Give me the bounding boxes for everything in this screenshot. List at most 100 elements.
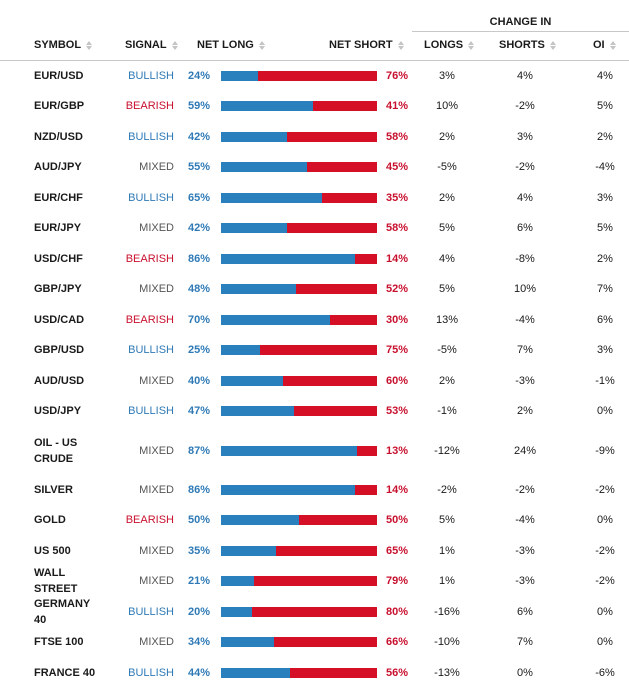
sentiment-bar — [221, 101, 377, 111]
table-row[interactable]: AUD/USD MIXED 40% 60% 2% -3% -1% — [0, 366, 629, 396]
oi-column-header[interactable]: OI — [593, 35, 616, 55]
longs-change: 13% — [435, 314, 459, 326]
oi-change: -4% — [595, 161, 615, 173]
net-long-percent: 34% — [187, 636, 210, 648]
symbol-link[interactable]: OIL - US CRUDE — [34, 437, 78, 465]
shorts-change: -3% — [515, 575, 535, 587]
net-long-bar-fill — [221, 315, 330, 325]
symbol-link[interactable]: GOLD — [34, 514, 66, 526]
longs-column-header[interactable]: LONGS — [424, 35, 475, 55]
net-short-column-header[interactable]: NET SHORT — [329, 35, 404, 55]
table-row[interactable]: GERMANY 40 BULLISH 20% 80% -16% 6% 0% — [0, 597, 629, 627]
shorts-column-header[interactable]: SHORTS — [499, 35, 556, 55]
table-row[interactable]: OIL - US CRUDE MIXED 87% 13% -12% 24% -9% — [0, 427, 629, 475]
symbol-link[interactable]: USD/JPY — [34, 405, 82, 417]
symbol-column-header[interactable]: SYMBOL — [34, 35, 93, 55]
net-long-bar-fill — [221, 284, 296, 294]
sort-icon[interactable] — [468, 40, 475, 50]
sentiment-bar — [221, 284, 377, 294]
table-row[interactable]: GBP/USD BULLISH 25% 75% -5% 7% 3% — [0, 335, 629, 365]
longs-change: 2% — [439, 131, 455, 143]
symbol-link[interactable]: FRANCE 40 — [34, 667, 96, 679]
table-row[interactable]: FTSE 100 MIXED 34% 66% -10% 7% 0% — [0, 627, 629, 657]
net-long-bar-fill — [221, 576, 254, 586]
symbol-link[interactable]: GBP/USD — [34, 344, 85, 356]
shorts-change: -4% — [515, 314, 535, 326]
table-row[interactable]: US 500 MIXED 35% 65% 1% -3% -2% — [0, 536, 629, 566]
table-row[interactable]: EUR/JPY MIXED 42% 58% 5% 6% 5% — [0, 213, 629, 243]
net-short-percent: 58% — [386, 222, 409, 234]
net-long-percent: 25% — [187, 344, 210, 356]
longs-change: 2% — [439, 375, 455, 387]
symbol-link[interactable]: EUR/GBP — [34, 100, 85, 112]
signal-value: BEARISH — [125, 253, 174, 265]
symbol-link[interactable]: GBP/JPY — [34, 283, 82, 295]
longs-change: 1% — [439, 575, 455, 587]
net-long-bar-fill — [221, 376, 283, 386]
shorts-change: 7% — [517, 636, 533, 648]
symbol-link[interactable]: EUR/CHF — [34, 192, 83, 204]
sort-icon[interactable] — [258, 40, 265, 50]
net-long-bar-fill — [221, 637, 274, 647]
symbol-link[interactable]: USD/CHF — [34, 253, 83, 265]
shorts-change: 10% — [513, 283, 537, 295]
symbol-link[interactable]: EUR/USD — [34, 70, 84, 82]
symbol-link[interactable]: FTSE 100 — [34, 636, 84, 648]
symbol-link[interactable]: EUR/JPY — [34, 222, 82, 234]
table-row[interactable]: GOLD BEARISH 50% 50% 5% -4% 0% — [0, 505, 629, 535]
signal-value: BULLISH — [128, 70, 174, 82]
table-row[interactable]: USD/JPY BULLISH 47% 53% -1% 2% 0% — [0, 396, 629, 426]
table-row[interactable]: AUD/JPY MIXED 55% 45% -5% -2% -4% — [0, 152, 629, 182]
symbol-link[interactable]: AUD/JPY — [34, 161, 82, 173]
table-row[interactable]: NZD/USD BULLISH 42% 58% 2% 3% 2% — [0, 122, 629, 152]
net-long-bar-fill — [221, 607, 252, 617]
table-row[interactable]: SILVER MIXED 86% 14% -2% -2% -2% — [0, 475, 629, 505]
sentiment-bar — [221, 406, 377, 416]
sort-icon[interactable] — [86, 40, 93, 50]
symbol-link[interactable]: NZD/USD — [34, 131, 83, 143]
shorts-change: 3% — [517, 131, 533, 143]
symbol-link[interactable]: USD/CAD — [34, 314, 85, 326]
net-short-percent: 14% — [386, 253, 409, 265]
table-row[interactable]: GBP/JPY MIXED 48% 52% 5% 10% 7% — [0, 274, 629, 304]
sort-icon[interactable] — [609, 40, 616, 50]
table-row[interactable]: USD/CHF BEARISH 86% 14% 4% -8% 2% — [0, 244, 629, 274]
net-short-percent: 35% — [386, 192, 409, 204]
table-row[interactable]: EUR/USD BULLISH 24% 76% 3% 4% 4% — [0, 61, 629, 91]
net-short-percent: 66% — [386, 636, 409, 648]
table-row[interactable]: FRANCE 40 BULLISH 44% 56% -13% 0% -6% — [0, 658, 629, 688]
signal-value: BULLISH — [128, 344, 174, 356]
net-short-percent: 41% — [386, 100, 409, 112]
symbol-link[interactable]: WALL STREET — [34, 567, 78, 595]
oi-change: -2% — [595, 575, 615, 587]
symbol-link[interactable]: US 500 — [34, 545, 71, 557]
net-long-bar-fill — [221, 485, 355, 495]
signal-column-header[interactable]: SIGNAL — [125, 35, 178, 55]
shorts-change: 7% — [517, 344, 533, 356]
longs-change: -16% — [434, 606, 460, 618]
table-row[interactable]: EUR/GBP BEARISH 59% 41% 10% -2% 5% — [0, 91, 629, 121]
oi-change: 7% — [597, 283, 613, 295]
symbol-link[interactable]: GERMANY 40 — [34, 598, 91, 626]
net-long-percent: 50% — [187, 514, 210, 526]
net-short-percent: 50% — [386, 514, 409, 526]
net-long-percent: 40% — [187, 375, 210, 387]
sort-icon[interactable] — [171, 40, 178, 50]
sentiment-bar — [221, 193, 377, 203]
table-row[interactable]: USD/CAD BEARISH 70% 30% 13% -4% 6% — [0, 305, 629, 335]
signal-value: MIXED — [139, 161, 174, 173]
signal-value: BEARISH — [125, 314, 174, 326]
net-long-percent: 42% — [187, 222, 210, 234]
oi-change: 0% — [597, 636, 613, 648]
symbol-link[interactable]: SILVER — [34, 484, 73, 496]
sort-icon[interactable] — [397, 40, 404, 50]
symbol-link[interactable]: AUD/USD — [34, 375, 85, 387]
table-row[interactable]: WALL STREET MIXED 21% 79% 1% -3% -2% — [0, 566, 629, 596]
table-row[interactable]: EUR/CHF BULLISH 65% 35% 2% 4% 3% — [0, 183, 629, 213]
net-short-percent: 60% — [386, 375, 409, 387]
net-long-column-header[interactable]: NET LONG — [197, 35, 265, 55]
oi-change: 0% — [597, 405, 613, 417]
sort-icon[interactable] — [549, 40, 556, 50]
net-long-percent: 21% — [187, 575, 210, 587]
